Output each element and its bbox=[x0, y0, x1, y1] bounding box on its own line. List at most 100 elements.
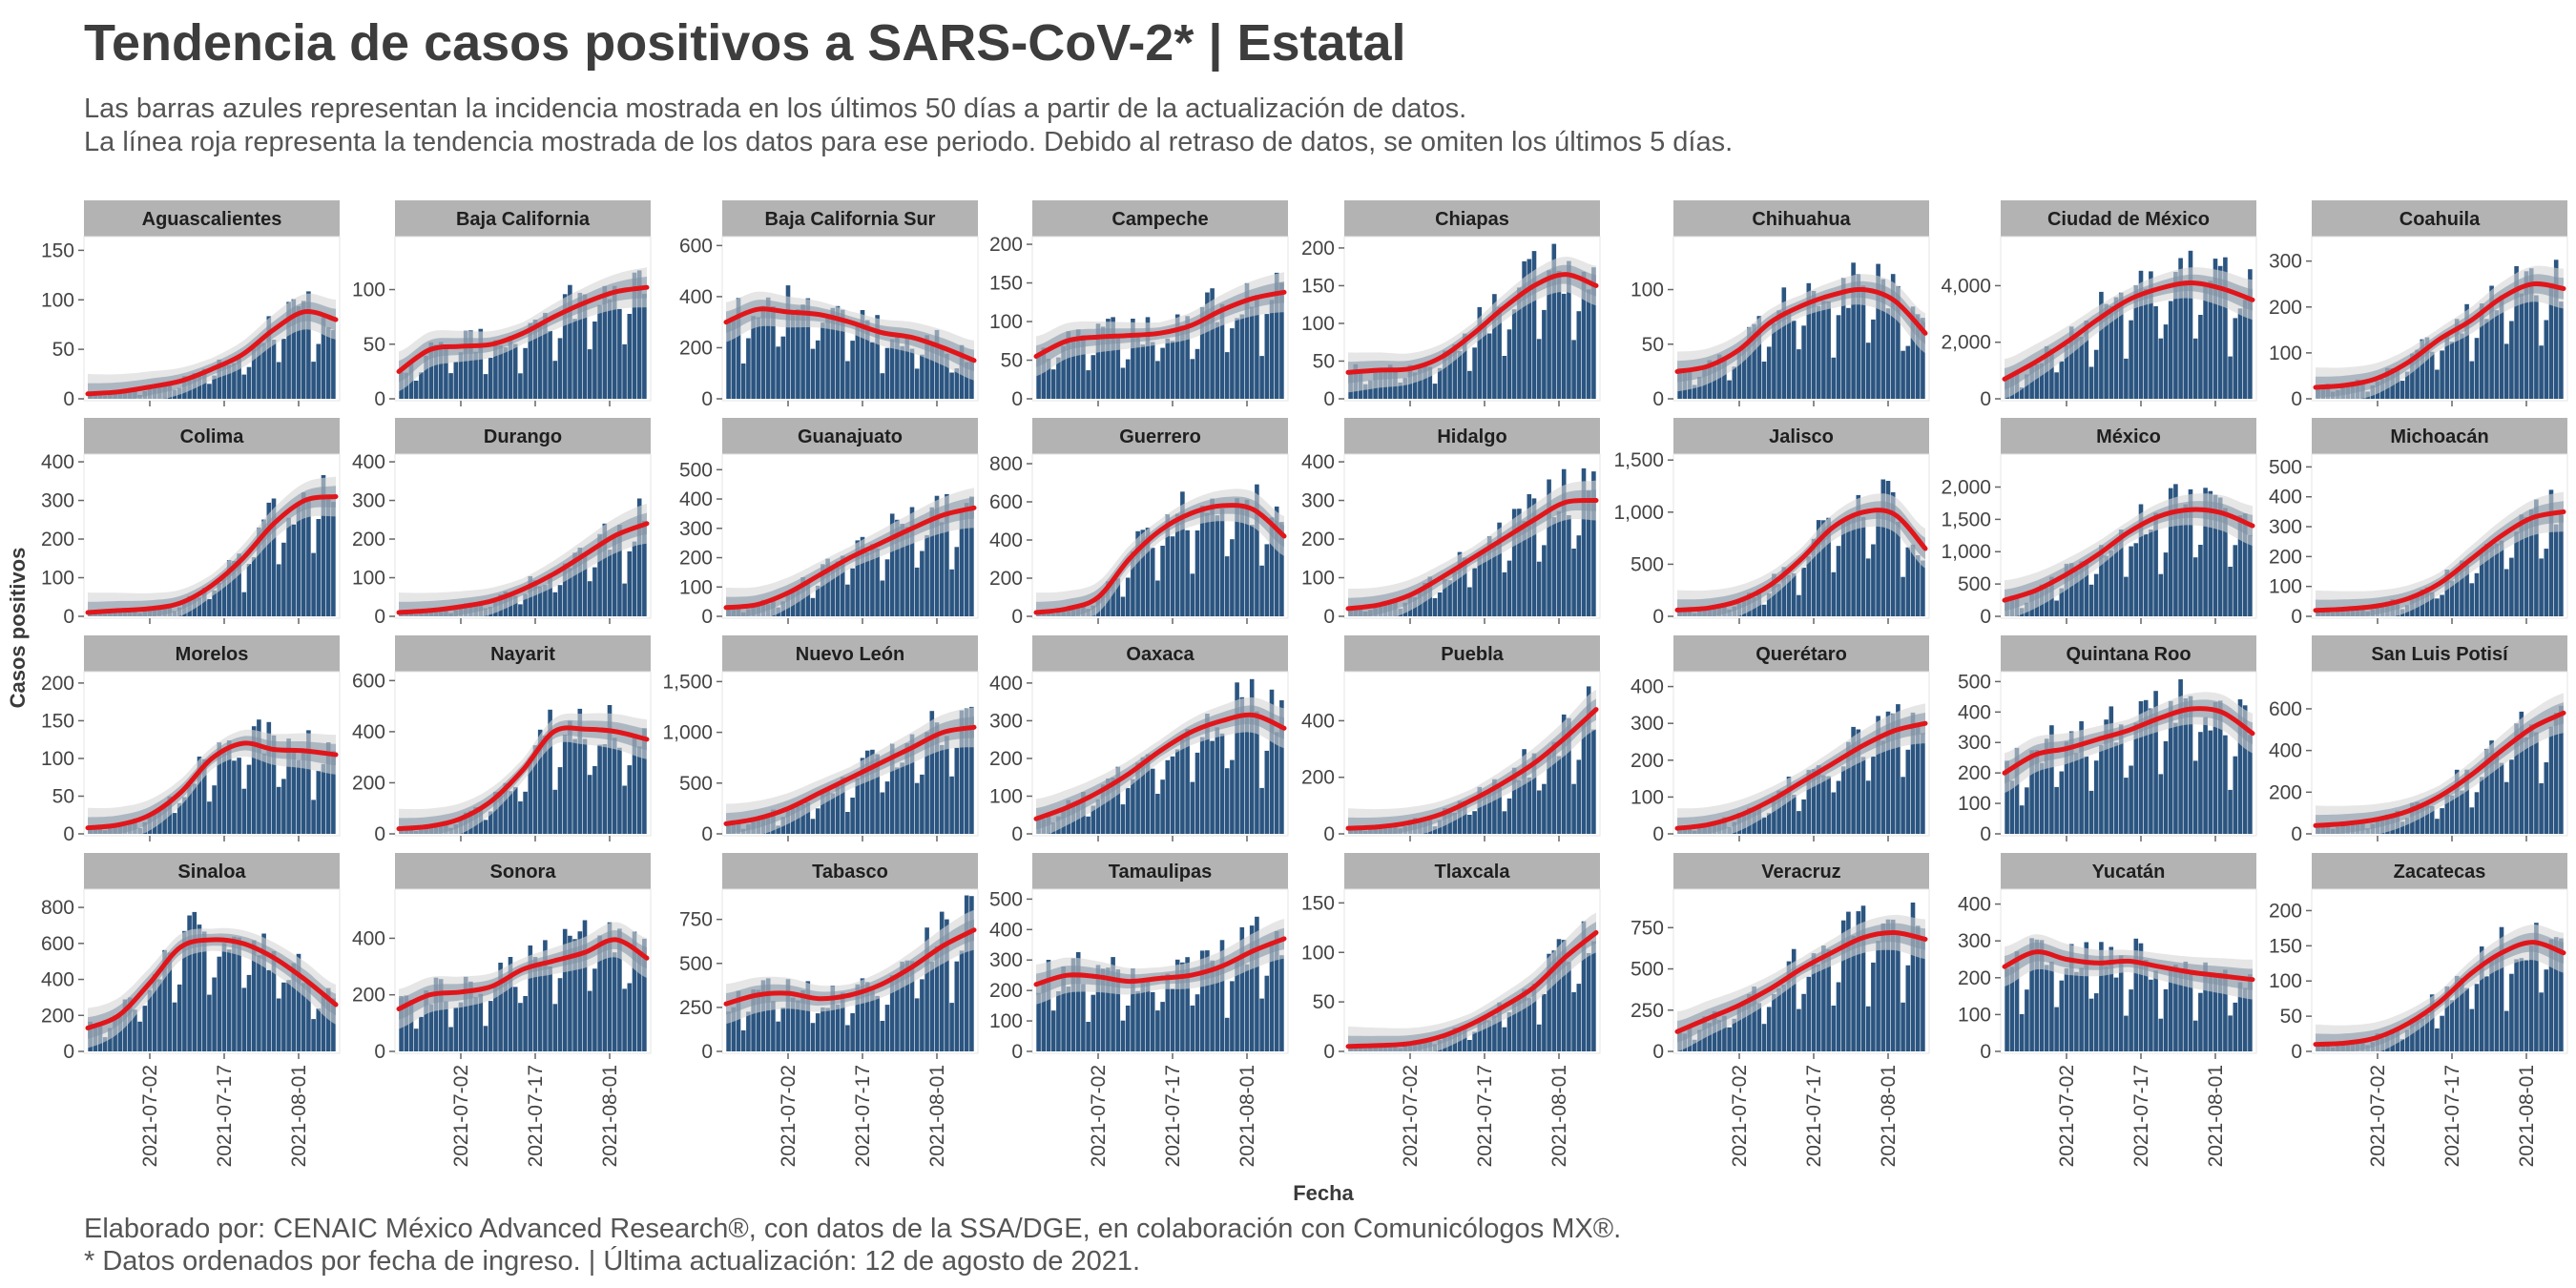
y-tick-label: 500 bbox=[1958, 671, 1991, 693]
bar bbox=[316, 343, 322, 399]
bar bbox=[1865, 558, 1871, 616]
bar bbox=[810, 597, 816, 616]
bar bbox=[1547, 953, 1551, 1051]
bar bbox=[1571, 549, 1576, 616]
facet-strip-label: Ciudad de México bbox=[2047, 209, 2210, 230]
bar bbox=[1776, 310, 1781, 399]
bar bbox=[2479, 946, 2484, 1051]
y-tick-label: 400 bbox=[352, 721, 385, 743]
facet-strip bbox=[1673, 853, 1929, 889]
bar bbox=[316, 771, 322, 834]
bar bbox=[537, 962, 543, 1051]
bar bbox=[1264, 750, 1270, 834]
bar bbox=[1235, 682, 1239, 834]
bar bbox=[746, 1011, 751, 1051]
y-tick-label: 500 bbox=[679, 773, 713, 795]
bar bbox=[167, 952, 173, 1051]
bar bbox=[636, 951, 642, 1051]
bar bbox=[934, 945, 940, 1051]
y-tick-label: 0 bbox=[2291, 388, 2302, 410]
bar bbox=[2519, 711, 2524, 834]
y-tick-label: 100 bbox=[989, 785, 1023, 807]
bar bbox=[1086, 816, 1091, 834]
bar bbox=[2223, 735, 2228, 834]
bar bbox=[796, 1000, 800, 1051]
y-tick-label: 100 bbox=[1958, 793, 1991, 815]
bar bbox=[900, 961, 904, 1051]
bar bbox=[1865, 343, 1871, 399]
bar bbox=[1856, 729, 1861, 834]
bar bbox=[232, 936, 237, 1051]
bar bbox=[2553, 713, 2559, 834]
bar bbox=[1095, 799, 1101, 834]
bar bbox=[2460, 560, 2464, 616]
bar bbox=[2503, 1010, 2509, 1051]
bar bbox=[266, 502, 272, 616]
bar bbox=[1766, 346, 1772, 399]
bar bbox=[1477, 306, 1483, 399]
y-tick-label: 400 bbox=[41, 969, 74, 991]
bar bbox=[2198, 315, 2203, 399]
y-tick-label: 100 bbox=[2269, 970, 2302, 992]
bar bbox=[821, 322, 825, 399]
bar bbox=[508, 957, 513, 1051]
bar bbox=[2544, 549, 2549, 616]
bar bbox=[1561, 940, 1567, 1051]
bar bbox=[2509, 557, 2514, 616]
bar bbox=[172, 813, 177, 834]
bar bbox=[1427, 366, 1433, 399]
bar bbox=[2143, 960, 2149, 1051]
y-tick-label: 200 bbox=[352, 772, 385, 794]
bar bbox=[1791, 948, 1797, 1051]
bar bbox=[1741, 344, 1747, 399]
bar bbox=[512, 343, 518, 399]
bar bbox=[800, 804, 805, 834]
bar bbox=[1106, 779, 1111, 834]
bar bbox=[291, 752, 297, 834]
bar bbox=[2059, 771, 2065, 834]
y-tick-label: 0 bbox=[701, 1041, 713, 1063]
bar bbox=[177, 802, 182, 834]
bar bbox=[2499, 762, 2504, 834]
bar bbox=[821, 1007, 825, 1051]
bar bbox=[2469, 361, 2475, 399]
bar bbox=[2444, 570, 2450, 616]
y-tick-label: 200 bbox=[1631, 750, 1664, 772]
bar bbox=[622, 343, 627, 399]
bar bbox=[945, 493, 949, 616]
bar bbox=[157, 979, 162, 1051]
y-tick-label: 400 bbox=[352, 927, 385, 949]
bar bbox=[1502, 811, 1507, 834]
bar bbox=[1165, 338, 1171, 399]
bar bbox=[518, 373, 523, 399]
bar bbox=[1556, 270, 1562, 399]
bar bbox=[1910, 544, 1916, 616]
bar bbox=[1150, 548, 1155, 616]
bar bbox=[428, 1004, 434, 1051]
y-tick-label: 150 bbox=[1301, 892, 1335, 914]
bar bbox=[2539, 345, 2544, 399]
bar bbox=[1274, 272, 1279, 399]
bar bbox=[217, 742, 222, 834]
plot-area bbox=[1031, 236, 1289, 402]
bar bbox=[597, 533, 602, 616]
bar bbox=[2544, 762, 2549, 834]
bar bbox=[1781, 287, 1787, 399]
bar bbox=[1531, 753, 1537, 834]
bar bbox=[2435, 598, 2440, 616]
bar bbox=[1056, 357, 1061, 399]
bar bbox=[969, 706, 974, 834]
bar bbox=[2395, 370, 2400, 399]
y-tick-label: 100 bbox=[1301, 942, 1335, 964]
bar bbox=[1797, 811, 1801, 834]
bar bbox=[776, 346, 780, 399]
bar bbox=[2429, 806, 2435, 834]
bar bbox=[2410, 1018, 2415, 1051]
bar bbox=[855, 778, 861, 834]
bar bbox=[1716, 1020, 1722, 1051]
bar bbox=[1125, 1006, 1131, 1051]
